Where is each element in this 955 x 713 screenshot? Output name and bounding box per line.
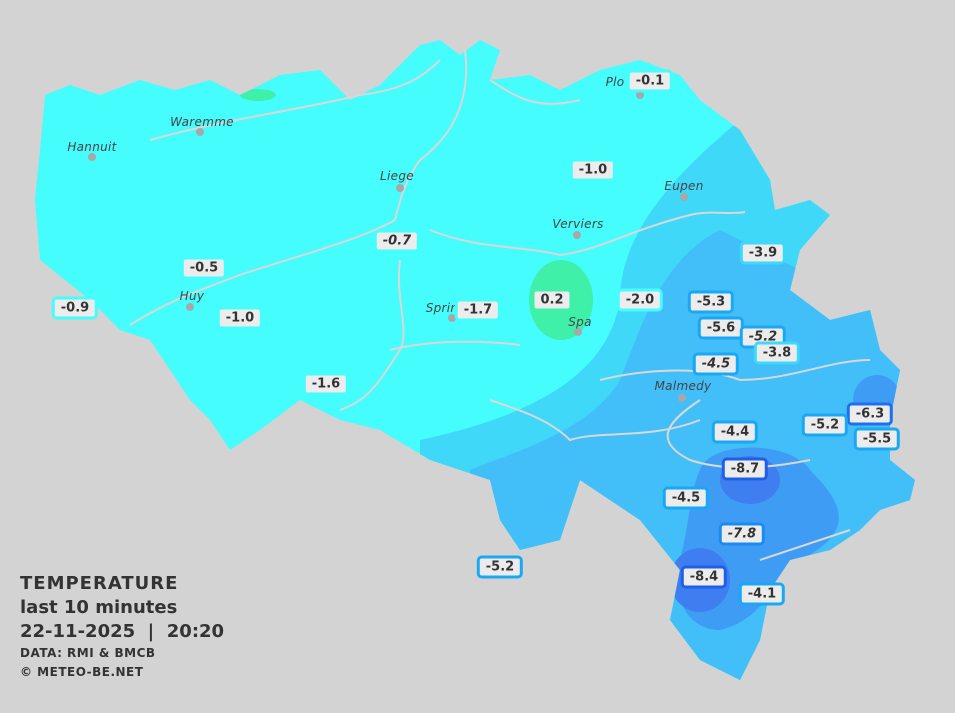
station-temperature-label: -0.5: [180, 256, 228, 280]
town-label: Plo: [605, 75, 625, 89]
station-temperature-label: -4.4: [711, 420, 759, 444]
town-marker-icon: [678, 394, 686, 402]
legend-datetime: 22-11-2025 | 20:20: [20, 621, 225, 642]
station-temperature-label: -6.3: [846, 402, 894, 426]
station-temperature-label: -5.3: [687, 290, 735, 314]
legend-title: TEMPERATURE: [20, 573, 179, 594]
town-marker-icon: [636, 91, 644, 99]
station-temperature-label: -0.9: [51, 296, 99, 320]
zone-above-0: [240, 89, 276, 101]
town-marker-icon: [574, 328, 582, 336]
town-marker-icon: [396, 184, 404, 192]
town-marker-icon: [186, 303, 194, 311]
station-temperature-label: -4.1: [738, 582, 786, 606]
town-marker-icon: [448, 314, 456, 322]
station-temperature-label: -3.8: [753, 341, 801, 365]
station-temperature-label: -0.7: [373, 229, 421, 253]
station-temperature-label: -4.5: [692, 352, 740, 376]
town-label: Verviers: [552, 217, 604, 231]
town-label: Hannuit: [67, 140, 117, 154]
station-temperature-label: -0.1: [626, 69, 674, 93]
town-marker-icon: [88, 153, 96, 161]
legend-copyright: © METEO-BE.NET: [20, 665, 144, 679]
station-temperature-label: -2.0: [616, 288, 664, 312]
town-marker-icon: [196, 128, 204, 136]
town-label: Huy: [179, 289, 205, 303]
town-label: Eupen: [664, 179, 704, 193]
station-temperature-label: -8.4: [680, 565, 728, 589]
station-temperature-label: -5.6: [697, 316, 745, 340]
legend-period: last 10 minutes: [20, 597, 178, 618]
town-label: Waremme: [170, 115, 234, 129]
station-temperature-label: -7.8: [718, 522, 766, 546]
town-label: Malmedy: [654, 379, 712, 393]
station-temperature-label: -5.5: [853, 427, 901, 451]
town-label: Liege: [380, 169, 414, 183]
station-temperature-label: -5.2: [801, 413, 849, 437]
station-temperature-label: 0.2: [531, 288, 573, 312]
town-label: Spa: [568, 315, 592, 329]
station-temperature-label: -1.7: [454, 298, 502, 322]
rivers: [129, 49, 871, 561]
town-marker-icon: [680, 193, 688, 201]
town-label: Sprin: [425, 301, 459, 315]
legend-source: DATA: RMI & BMCB: [20, 646, 156, 660]
station-temperature-label: -3.9: [739, 241, 787, 265]
map-legend: TEMPERATURE last 10 minutes 22-11-2025 |…: [20, 572, 224, 682]
station-temperature-label: -1.6: [302, 372, 350, 396]
station-temperature-label: -4.5: [662, 486, 710, 510]
station-temperature-label: -1.0: [569, 158, 617, 182]
town-marker-icon: [573, 231, 581, 239]
station-temperature-label: -1.0: [216, 306, 264, 330]
station-temperature-label: -5.2: [476, 555, 524, 579]
station-temperature-label: -8.7: [721, 457, 769, 481]
